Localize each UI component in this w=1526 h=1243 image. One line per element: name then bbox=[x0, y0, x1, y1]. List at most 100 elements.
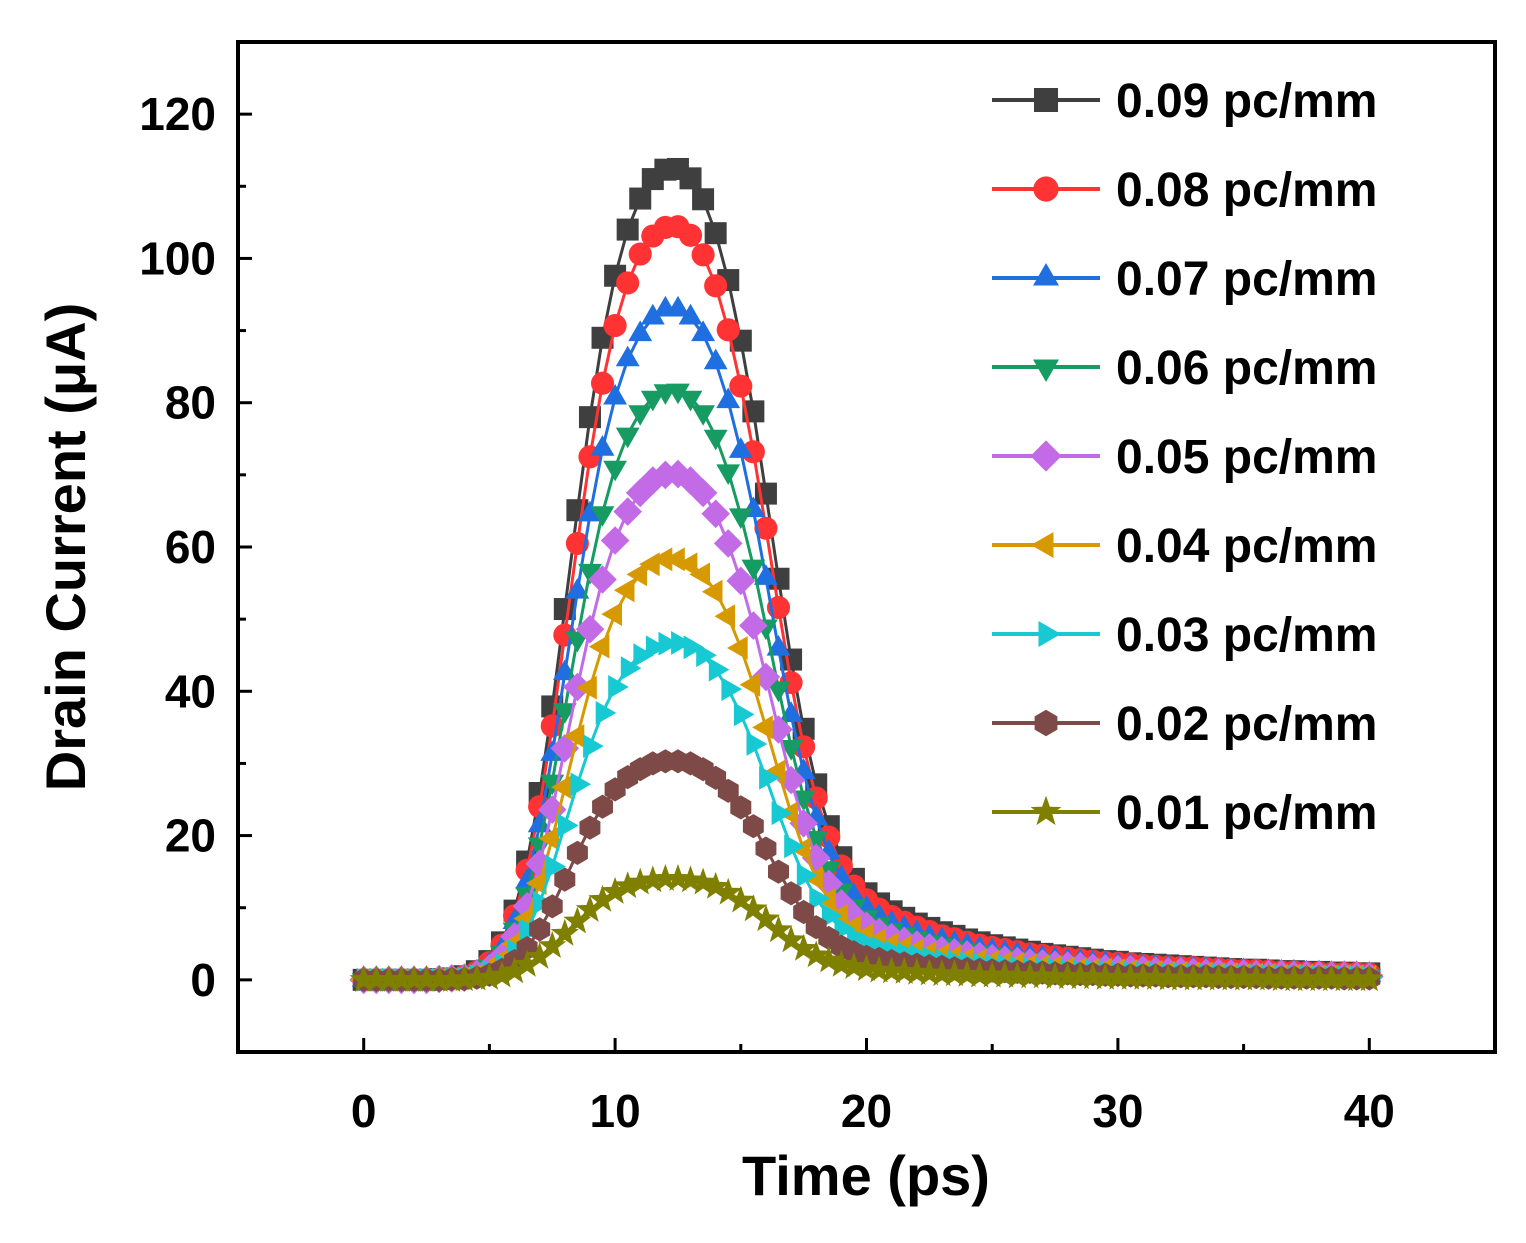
data-point bbox=[751, 904, 781, 932]
legend-entry: 0.01 pc/mm bbox=[992, 787, 1377, 840]
data-point bbox=[691, 243, 715, 267]
series-line bbox=[363, 225, 1370, 982]
data-point bbox=[764, 715, 793, 744]
data-point bbox=[1317, 964, 1346, 992]
data-point bbox=[640, 390, 665, 412]
data-point bbox=[563, 672, 592, 702]
data-point bbox=[717, 778, 739, 803]
data-point bbox=[721, 677, 742, 701]
data-point bbox=[628, 405, 653, 426]
legend-entry: 0.09 pc/mm bbox=[992, 75, 1377, 128]
data-point bbox=[538, 826, 560, 851]
data-point bbox=[754, 516, 778, 540]
data-point bbox=[1229, 963, 1258, 991]
legend-marker bbox=[1038, 621, 1061, 647]
data-point bbox=[716, 387, 741, 409]
data-point bbox=[475, 962, 504, 990]
data-point bbox=[566, 840, 588, 865]
data-point bbox=[771, 801, 793, 826]
data-point bbox=[645, 635, 667, 660]
data-point bbox=[563, 906, 592, 934]
data-point bbox=[728, 508, 753, 529]
data-point bbox=[701, 499, 730, 529]
x-tick-label: 40 bbox=[1344, 1085, 1395, 1137]
legend-entry: 0.04 pc/mm bbox=[992, 520, 1377, 573]
legend-label: 0.02 pc/mm bbox=[1116, 698, 1377, 751]
data-point bbox=[852, 954, 881, 981]
data-point bbox=[755, 836, 777, 861]
data-point bbox=[1141, 962, 1170, 990]
data-point bbox=[713, 529, 743, 558]
data-point bbox=[779, 740, 803, 761]
legend-entry: 0.02 pc/mm bbox=[992, 698, 1377, 751]
legend-label: 0.08 pc/mm bbox=[1116, 164, 1377, 217]
data-point bbox=[412, 965, 441, 992]
data-point bbox=[633, 643, 654, 668]
data-point bbox=[462, 963, 491, 991]
data-point bbox=[374, 965, 403, 992]
data-point bbox=[1103, 962, 1132, 990]
data-point bbox=[796, 863, 818, 888]
data-point bbox=[601, 877, 630, 904]
data-point bbox=[1355, 964, 1384, 992]
data-point bbox=[551, 775, 572, 800]
data-point bbox=[603, 460, 627, 482]
data-point bbox=[595, 701, 617, 725]
data-point bbox=[804, 830, 829, 852]
data-point bbox=[663, 459, 693, 489]
data-point bbox=[729, 374, 753, 398]
data-point bbox=[739, 611, 768, 640]
data-point bbox=[588, 884, 617, 912]
data-point bbox=[626, 867, 655, 895]
data-point bbox=[525, 941, 554, 969]
data-point bbox=[613, 578, 635, 603]
data-point bbox=[726, 566, 756, 596]
data-point bbox=[703, 348, 728, 370]
data-point bbox=[613, 871, 642, 899]
legend-marker bbox=[1033, 359, 1059, 382]
data-point bbox=[704, 222, 727, 245]
data-point bbox=[613, 497, 642, 526]
data-point bbox=[733, 702, 755, 727]
data-point bbox=[399, 965, 429, 992]
data-point bbox=[784, 834, 805, 859]
legend-entry: 0.08 pc/mm bbox=[992, 164, 1377, 217]
x-axis-title: Time (ps) bbox=[742, 1144, 990, 1207]
series-008 bbox=[352, 215, 1381, 992]
data-point bbox=[638, 865, 667, 893]
legend-marker bbox=[1030, 440, 1062, 472]
data-point bbox=[583, 734, 604, 758]
legend-marker bbox=[1030, 795, 1062, 826]
data-point bbox=[557, 813, 579, 838]
data-point bbox=[708, 657, 730, 682]
x-tick-label: 0 bbox=[351, 1085, 377, 1137]
data-point bbox=[1066, 962, 1095, 989]
data-point bbox=[766, 635, 791, 656]
data-point bbox=[780, 881, 802, 906]
legend: 0.09 pc/mm 0.08 pc/mm 0.07 pc/mm 0.06 pc/mm… bbox=[992, 75, 1377, 840]
data-point bbox=[952, 960, 982, 987]
data-point bbox=[940, 959, 969, 987]
axis-ticks: 0 10 20 30 40 0 20 40 60 80 100 120 bbox=[139, 88, 1395, 1137]
y-axis-title: Drain Current (μA) bbox=[34, 303, 97, 792]
data-point bbox=[689, 562, 710, 587]
series-001 bbox=[349, 864, 1384, 992]
data-point bbox=[362, 965, 391, 992]
data-point bbox=[1116, 962, 1145, 990]
data-point bbox=[1040, 962, 1070, 989]
data-point bbox=[768, 859, 789, 884]
data-point bbox=[689, 867, 718, 895]
data-point bbox=[552, 703, 577, 724]
data-point bbox=[651, 547, 673, 572]
data-point bbox=[570, 772, 592, 797]
data-point bbox=[678, 390, 703, 412]
data-point bbox=[739, 672, 761, 697]
data-point bbox=[651, 864, 680, 891]
data-point bbox=[927, 959, 956, 987]
data-point bbox=[450, 964, 479, 992]
data-point bbox=[603, 383, 627, 405]
x-tick-label: 30 bbox=[1092, 1085, 1143, 1137]
data-point bbox=[1078, 962, 1107, 989]
data-point bbox=[1053, 962, 1082, 989]
